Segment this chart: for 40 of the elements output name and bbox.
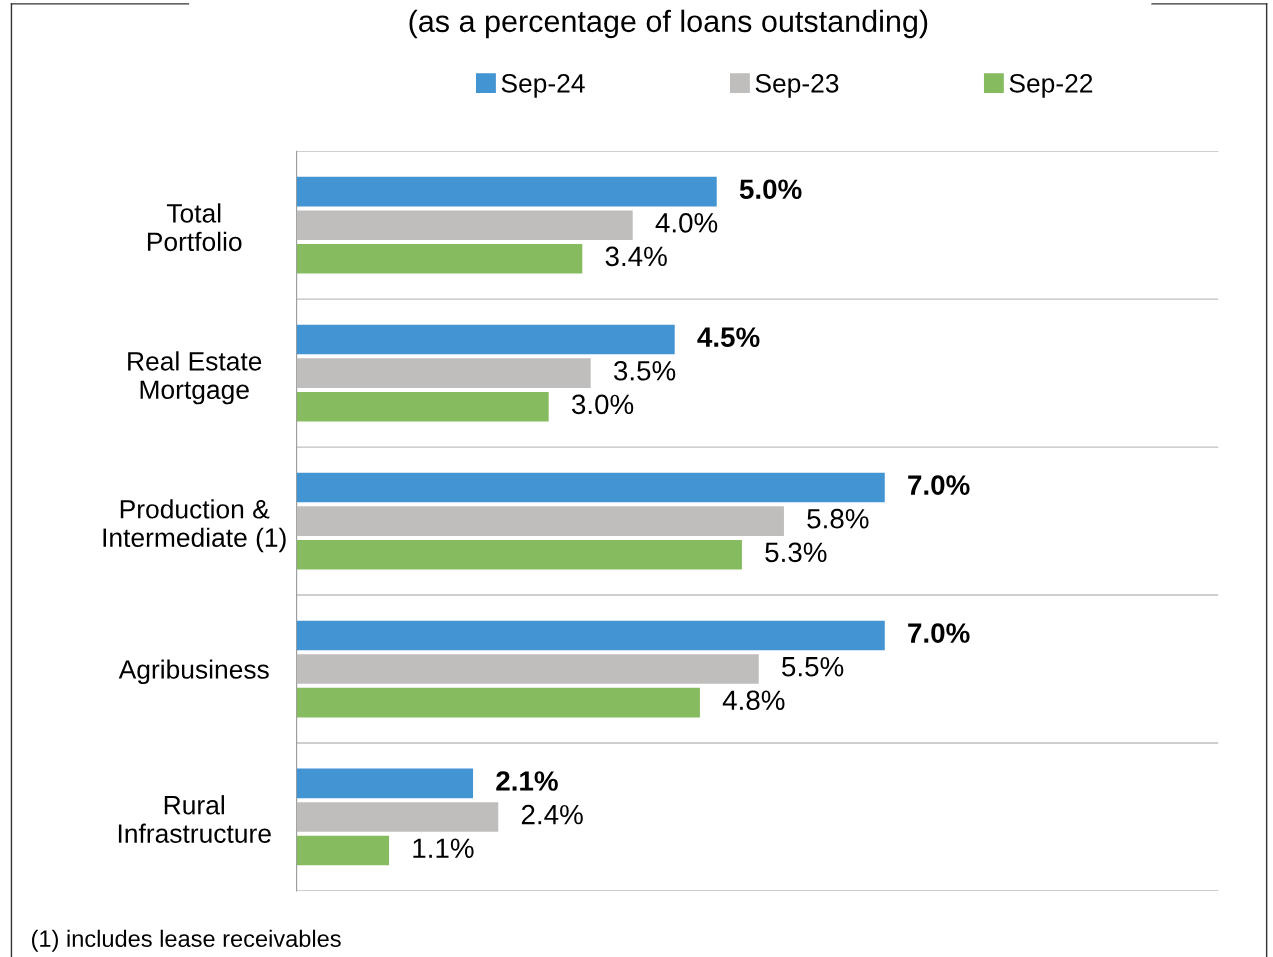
data-label: 4.5% bbox=[697, 327, 760, 348]
data-label: 5.8% bbox=[807, 508, 869, 529]
y-tick-label: Rural Infrastructure bbox=[118, 795, 271, 843]
text: (1) includes lease receivables bbox=[32, 929, 341, 952]
legend-label: Sep-22 bbox=[1009, 73, 1093, 98]
data-label: 4.0% bbox=[655, 212, 718, 233]
data-label: 2.4% bbox=[521, 804, 583, 825]
bar bbox=[296, 539, 742, 570]
bar bbox=[296, 835, 390, 866]
y-tick-label: Total Portfolio bbox=[147, 203, 242, 252]
bar bbox=[296, 391, 549, 422]
bar bbox=[296, 620, 885, 651]
data-label: 3.0% bbox=[571, 394, 634, 415]
data-label: 5.3% bbox=[765, 542, 827, 563]
y-tick-label: Agribusiness bbox=[118, 659, 269, 685]
bar bbox=[296, 210, 633, 240]
data-label: 7.0% bbox=[908, 475, 970, 495]
data-label: 3.4% bbox=[605, 246, 667, 267]
chart-title: (as a percentage of loans outstanding) bbox=[409, 9, 928, 39]
bar bbox=[296, 243, 583, 274]
data-label: 4.8% bbox=[722, 690, 785, 711]
data-label: 5.0% bbox=[739, 179, 802, 200]
bar bbox=[296, 472, 885, 503]
bar bbox=[296, 176, 717, 207]
legend-label: Sep-24 bbox=[501, 73, 585, 98]
legend-label: Sep-23 bbox=[755, 73, 839, 98]
bar bbox=[296, 802, 499, 832]
data-label: 7.0% bbox=[908, 623, 970, 643]
bar bbox=[296, 358, 591, 388]
y-tick-label: Real Estate Mortgage bbox=[128, 351, 262, 405]
bar bbox=[296, 506, 784, 536]
y-tick-label: Production & Intermediate (1) bbox=[103, 499, 286, 553]
bar bbox=[296, 654, 759, 684]
data-label: 3.5% bbox=[613, 360, 676, 381]
data-label: 1.1% bbox=[413, 838, 474, 858]
bar bbox=[296, 768, 474, 799]
data-label: 2.1% bbox=[496, 771, 558, 791]
bar bbox=[296, 687, 700, 718]
bar bbox=[296, 324, 675, 355]
data-label: 5.5% bbox=[782, 656, 844, 677]
